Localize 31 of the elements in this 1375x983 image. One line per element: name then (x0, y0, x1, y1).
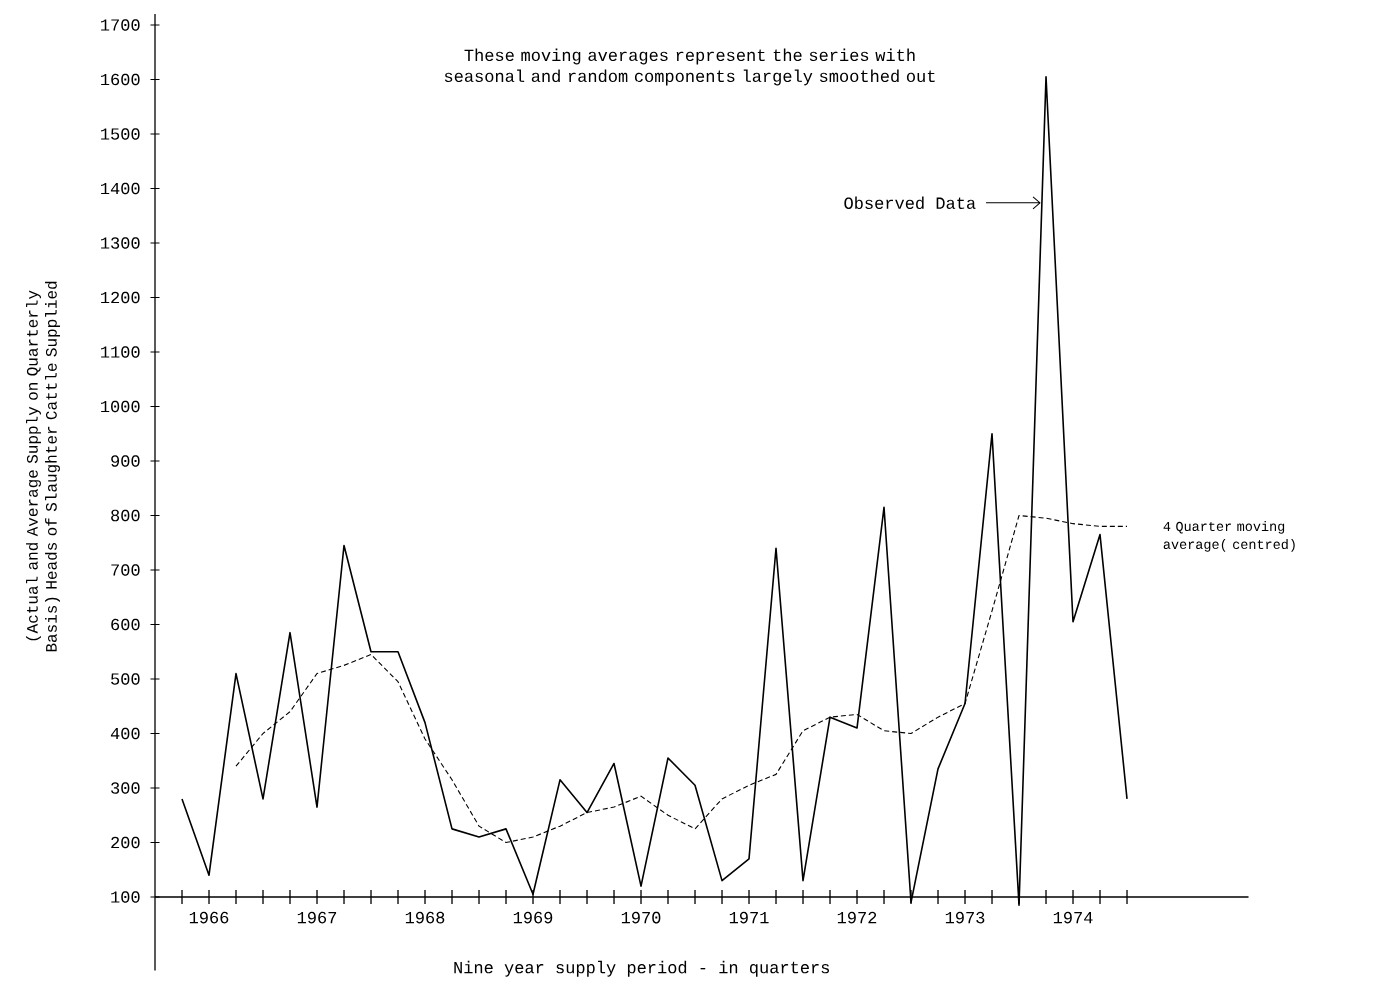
y-tick-label: 700 (111, 564, 140, 576)
annotation: These moving averages represent the series with seasonal and random components largely smoothed out (444, 48, 935, 86)
y-tick-label: 1600 (101, 73, 140, 86)
y-axis-title: (Actual and Average Supply on Quarterly Basis) Heads of Slaughter Cattle Supplied (26, 281, 60, 652)
legend-label: Observed Data (844, 196, 976, 210)
y-tick-label: 200 (111, 836, 140, 849)
x-tick-label: 1970 (621, 911, 661, 924)
x-tick-label: 1968 (405, 911, 445, 924)
y-tick-label: 1400 (101, 182, 140, 195)
x-axis-title: Nine year supply period - in quarters (454, 960, 830, 977)
text: 4 Quarter moving average( centred) (1163, 521, 1295, 552)
y-tick-label: 1700 (101, 19, 140, 31)
x-tick-label: 1971 (729, 911, 769, 924)
x-tick-label: 1969 (513, 911, 553, 924)
x-tick-label: 1966 (189, 911, 229, 924)
x-tick-label: 1974 (1053, 911, 1093, 924)
y-tick-label: 500 (111, 673, 140, 685)
y-tick-label: 400 (110, 727, 140, 740)
y-tick-label: 1300 (101, 237, 140, 249)
y-tick-label: 1100 (101, 346, 140, 358)
y-tick-label: 300 (111, 782, 140, 794)
y-tick-label: 100 (111, 891, 140, 903)
y-tick-label: 900 (111, 455, 140, 467)
y-tick-label: 1200 (101, 291, 140, 304)
y-tick-label: 1500 (101, 128, 140, 140)
x-tick-label: 1972 (837, 911, 877, 924)
x-tick-label: 1967 (297, 911, 337, 924)
y-tick-label: 600 (111, 618, 140, 631)
y-tick-label: 800 (111, 509, 140, 522)
y-tick-label: 1000 (101, 400, 140, 413)
x-tick-label: 1973 (945, 911, 985, 924)
